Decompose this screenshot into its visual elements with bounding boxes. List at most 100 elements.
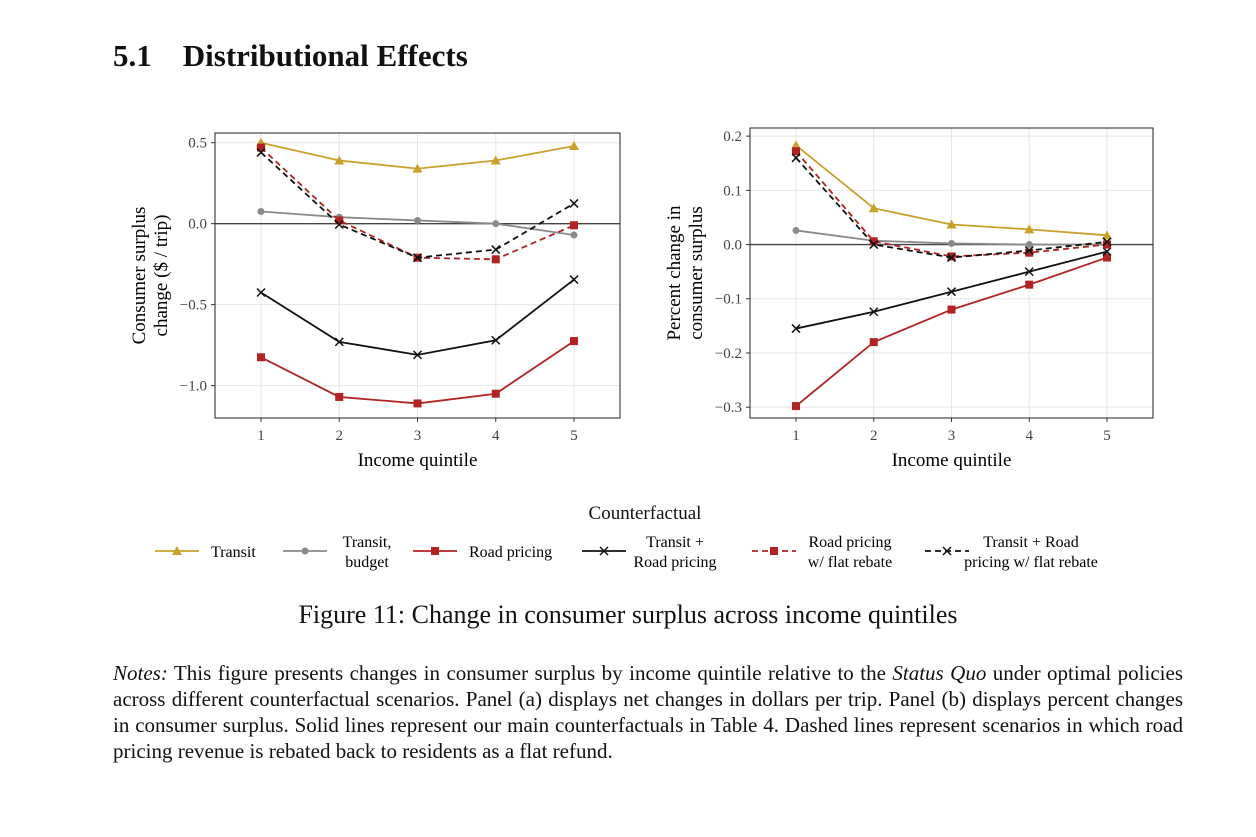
- data-point: [414, 216, 421, 224]
- series-transit-budget: [257, 208, 578, 239]
- legend-item: Transit + Road pricing: [582, 534, 717, 571]
- figure-caption: Figure 11: Change in consumer surplus ac…: [298, 600, 958, 629]
- legend-item: Transit: [155, 544, 256, 561]
- figure-charts: 0.5 0.0 −0.5 −1.0 1 2 3 4 5 Income quintile Consum…: [129, 127, 1154, 571]
- y-tick-label: −0.2: [715, 346, 742, 362]
- y-tick-label: −1.0: [180, 379, 207, 395]
- y-tick-label: −0.5: [180, 298, 207, 314]
- data-point: [491, 255, 500, 264]
- legend-label: Transit, budget: [343, 534, 392, 571]
- legend-marker: [770, 547, 778, 555]
- data-point: [412, 163, 423, 173]
- panel-a: 0.5 0.0 −0.5 −1.0 1 2 3 4 5 Income quintile Consum…: [129, 132, 621, 471]
- data-point: [491, 389, 500, 398]
- y-tick-label: 0.5: [188, 136, 207, 152]
- plot-frame: [214, 132, 621, 419]
- data-point: [1102, 247, 1112, 257]
- legend-label: Transit + Road pricing: [633, 534, 716, 571]
- series-transit-road-pricing: [791, 247, 1112, 334]
- legend: Transit Transit, budget Road pricing Transit…: [155, 534, 1098, 571]
- data-point: [948, 239, 955, 247]
- legend-marker: [172, 546, 182, 555]
- x-tick-label: 2: [870, 428, 878, 444]
- series-transit: [791, 140, 1112, 240]
- x-tick-label: 5: [570, 428, 578, 444]
- legend-marker: [301, 547, 309, 555]
- notes-label: Notes:: [113, 661, 168, 685]
- series-road-pricing: [792, 253, 1111, 411]
- data-point: [792, 402, 800, 411]
- section-number: 5.1: [113, 38, 152, 73]
- x-tick-label: 4: [1026, 428, 1034, 444]
- data-point: [256, 147, 266, 157]
- data-point: [1024, 267, 1034, 277]
- section-title: Distributional Effects: [182, 38, 468, 73]
- data-point: [792, 147, 800, 156]
- data-point: [946, 253, 957, 263]
- data-point: [791, 324, 801, 334]
- data-point: [334, 155, 345, 165]
- data-point: [1025, 248, 1034, 257]
- figure-notes: Notes: This figure presents changes in c…: [113, 660, 1183, 764]
- y-tick-label: 0.0: [723, 238, 742, 254]
- data-point: [413, 399, 422, 408]
- legend-item: Road pricing: [413, 544, 552, 561]
- data-point: [791, 153, 801, 163]
- series-transit-road-pricing-w-flat-rebate: [791, 153, 1112, 263]
- legend-marker: [431, 547, 439, 555]
- data-point: [1103, 240, 1111, 249]
- data-point: [491, 245, 501, 255]
- section-heading: 5.1 Distributional Effects: [113, 38, 468, 74]
- x-tick-label: 4: [492, 428, 500, 444]
- x-tick-label: 3: [414, 428, 422, 444]
- data-point: [792, 226, 800, 234]
- data-point: [491, 335, 501, 345]
- notes-text: under optimal policies across different …: [113, 661, 1183, 763]
- data-point: [412, 253, 423, 263]
- series-road-pricing-w-flat-rebate: [792, 147, 1111, 261]
- x-tick-label: 1: [257, 428, 265, 444]
- panel-b: 0.2 0.1 0.0 −0.1 −0.2 −0.3 1 2 3 4 5 Income quintil…: [664, 127, 1154, 471]
- data-point: [569, 140, 579, 150]
- notes-text: This figure presents changes in consumer…: [167, 661, 893, 685]
- data-point: [335, 392, 344, 401]
- data-point: [334, 219, 344, 230]
- y-tick-label: 0.1: [723, 183, 742, 199]
- data-point: [868, 203, 879, 213]
- data-point: [490, 155, 501, 165]
- data-point: [869, 307, 879, 317]
- data-point: [570, 337, 578, 346]
- data-point: [1102, 237, 1112, 247]
- legend-marker: [942, 546, 952, 556]
- series-transit-road-pricing-w-flat-rebate: [256, 147, 579, 263]
- y-tick-label: −0.1: [715, 292, 742, 308]
- data-point: [946, 287, 957, 297]
- x-axis-label: Income quintile: [358, 450, 478, 471]
- data-point: [1024, 224, 1035, 234]
- data-point: [946, 219, 957, 229]
- x-tick-label: 3: [948, 428, 956, 444]
- legend-title: Counterfactual: [588, 503, 702, 524]
- notes-emphasis: Status Quo: [892, 661, 987, 685]
- data-point: [791, 140, 801, 150]
- data-point: [492, 220, 500, 228]
- data-point: [1025, 241, 1033, 249]
- data-point: [570, 221, 578, 230]
- legend-item: Transit, budget: [283, 534, 391, 571]
- x-tick-label: 5: [1103, 428, 1111, 444]
- legend-item: Road pricing w/ flat rebate: [752, 534, 892, 571]
- plot-frame: [749, 127, 1154, 419]
- legend-label: Road pricing w/ flat rebate: [808, 534, 892, 571]
- data-point: [1103, 253, 1111, 262]
- data-point: [412, 350, 423, 360]
- data-point: [1024, 245, 1034, 256]
- data-point: [869, 240, 879, 250]
- data-point: [335, 216, 344, 225]
- legend-marker: [599, 546, 609, 556]
- data-point: [257, 143, 265, 152]
- y-axis-label: Consumer surpluschange ($ / trip): [129, 207, 172, 345]
- data-point: [256, 287, 266, 298]
- x-tick-label: 1: [792, 428, 800, 444]
- series-road-pricing: [257, 337, 578, 408]
- legend-item: Transit + Road pricing w/ flat rebate: [925, 534, 1098, 571]
